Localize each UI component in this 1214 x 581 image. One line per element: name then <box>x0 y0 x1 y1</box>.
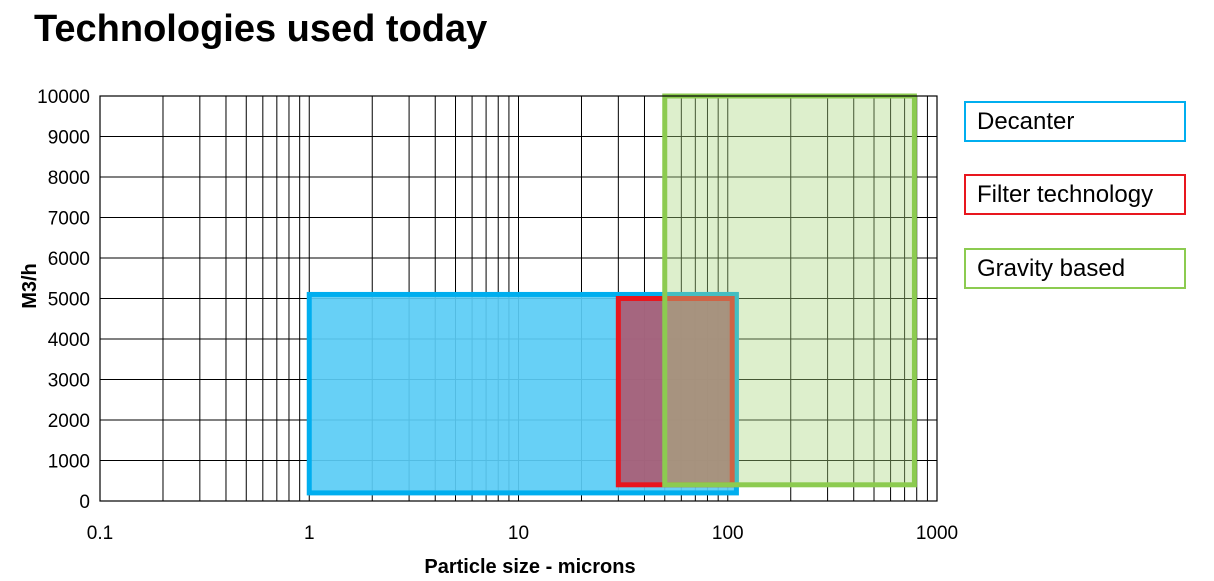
y-axis-title: M3/h <box>19 263 41 309</box>
x-tick-label: 100 <box>712 523 744 544</box>
area-gravity-based <box>662 93 917 488</box>
y-tick-label: 6000 <box>48 249 90 270</box>
series-areas <box>306 93 917 496</box>
tick-labels: 0.1 1 10 100 1000010002000300040005000600070… <box>37 87 958 544</box>
x-tick-label: 0.1 <box>87 523 113 544</box>
y-tick-label: 8000 <box>48 168 90 189</box>
area-filter-technology <box>615 296 735 488</box>
x-tick-label: 1000 <box>916 523 958 544</box>
legend-entry-filter-technology: Filter technology <box>964 174 1186 215</box>
y-tick-label: 10000 <box>37 87 90 108</box>
x-tick-label: 1 <box>304 523 315 544</box>
y-tick-label: 4000 <box>48 330 90 351</box>
page-title: Technologies used today <box>34 8 488 50</box>
y-tick-label: 5000 <box>48 290 90 311</box>
y-tick-label: 0 <box>79 492 90 513</box>
plot-border <box>99 95 938 502</box>
legend-entry-decanter: Decanter <box>964 101 1186 142</box>
plot-frame <box>99 95 938 502</box>
y-tick-label: 7000 <box>48 209 90 230</box>
x-tick-label: 10 <box>508 523 529 544</box>
y-tick-label: 1000 <box>48 452 90 473</box>
x-axis-title: Particle size - microns <box>424 556 635 578</box>
y-tick-label: 3000 <box>48 371 90 392</box>
y-tick-label: 9000 <box>48 128 90 149</box>
y-tick-label: 2000 <box>48 411 90 432</box>
legend-entry-gravity-based: Gravity based <box>964 248 1186 289</box>
